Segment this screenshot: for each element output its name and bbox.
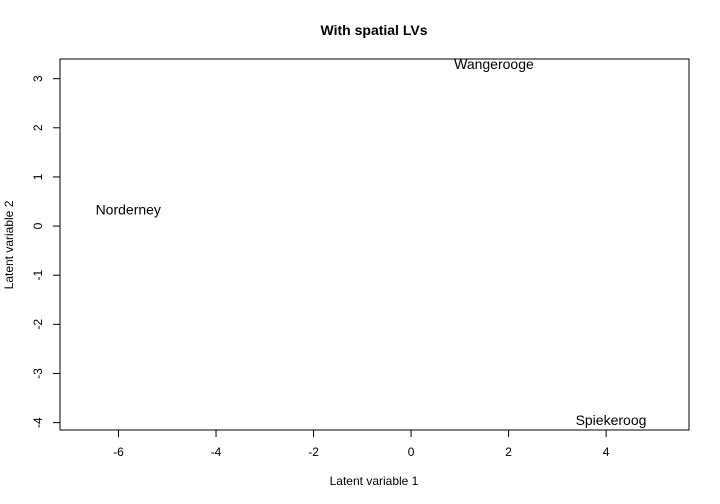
- y-tick-label: -2: [31, 319, 45, 330]
- x-tick-label: 0: [408, 445, 415, 459]
- y-tick-label: -4: [31, 417, 45, 428]
- data-points: Wangerooge Norderney Spiekeroog: [96, 56, 647, 428]
- y-tick-label: 0: [31, 222, 45, 229]
- x-tick-label: -6: [113, 445, 124, 459]
- x-axis-label: Latent variable 1: [330, 474, 419, 488]
- chart-title: With spatial LVs: [321, 22, 428, 38]
- y-tick-label: 3: [31, 75, 45, 82]
- point-label: Wangerooge: [454, 56, 534, 72]
- x-tick-label: 2: [505, 445, 512, 459]
- x-axis: -6 -4 -2 0 2 4: [113, 429, 610, 459]
- x-tick-label: -2: [308, 445, 319, 459]
- x-tick-label: -4: [211, 445, 222, 459]
- y-tick-label: 1: [31, 173, 45, 180]
- y-axis-label: Latent variable 2: [2, 200, 16, 289]
- y-tick-label: -3: [31, 368, 45, 379]
- y-tick-label: -1: [31, 270, 45, 281]
- point-label: Spiekeroog: [576, 412, 647, 428]
- y-axis: -4 -3 -2 -1 0 1 2 3: [31, 75, 61, 428]
- plot-area-frame: [59, 58, 690, 431]
- y-tick-label: 2: [31, 124, 45, 131]
- x-tick-label: 4: [603, 445, 610, 459]
- point-label: Norderney: [96, 201, 161, 217]
